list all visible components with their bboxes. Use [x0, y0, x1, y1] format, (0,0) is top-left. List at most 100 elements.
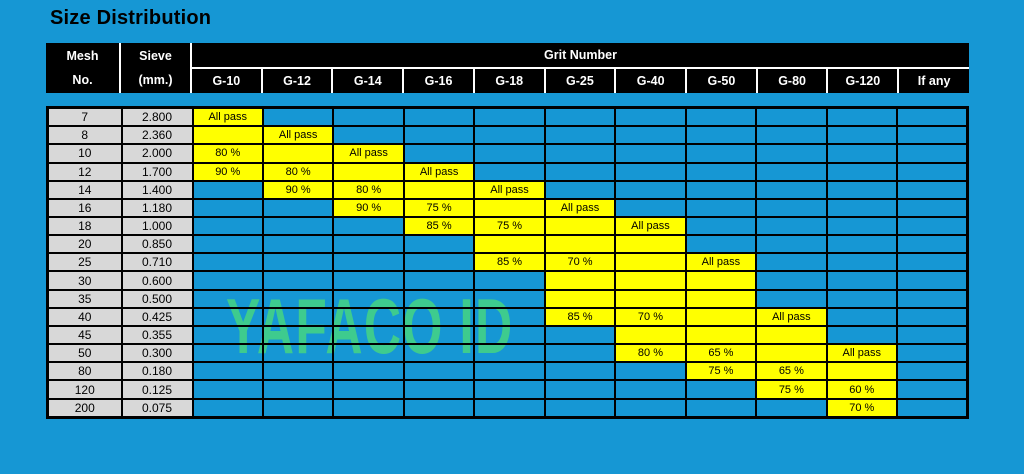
grit-cell	[684, 161, 758, 182]
mesh-column-header: Mesh No.	[46, 43, 120, 93]
grit-cell: 75 %	[402, 197, 476, 219]
grit-cell: All pass	[261, 125, 335, 146]
grit-cell	[402, 379, 476, 400]
grit-cell	[896, 197, 969, 219]
grit-cell	[543, 216, 617, 237]
grit-cell	[332, 234, 405, 255]
grit-cell	[896, 324, 969, 346]
grit-cell	[402, 343, 476, 364]
grit-cell	[614, 397, 687, 419]
grit-column-header-g25: G-25	[543, 68, 616, 93]
grit-column-header-g10: G-10	[190, 68, 262, 93]
grit-cell	[191, 234, 264, 255]
sieve-cell: 0.180	[120, 361, 194, 382]
grit-cell	[755, 234, 828, 255]
mesh-cell: 16	[46, 197, 123, 219]
grit-cell	[332, 379, 405, 400]
grit-column-header-g12: G-12	[260, 68, 333, 93]
grit-cell: 90 %	[261, 179, 335, 200]
grit-cell	[684, 288, 758, 309]
mesh-cell: 25	[46, 252, 123, 273]
grit-cell	[825, 288, 899, 309]
sieve-column-header: Sieve (mm.)	[119, 43, 191, 93]
mesh-cell: 18	[46, 216, 123, 237]
grit-cell	[755, 216, 828, 237]
grit-cell	[261, 379, 335, 400]
table-row: 18 1.000 85 % 75 % All pass	[46, 216, 969, 237]
table-row: 20 0.850	[46, 234, 969, 255]
grit-cell	[261, 270, 335, 291]
grit-cell	[825, 216, 899, 237]
grit-cell	[755, 197, 828, 219]
grit-cell	[825, 361, 899, 382]
grit-cell	[191, 306, 264, 327]
grit-cell	[402, 270, 476, 291]
grit-cell	[614, 161, 687, 182]
grit-column-header-g40: G-40	[614, 68, 687, 93]
grit-cell	[614, 234, 687, 255]
grit-cell	[614, 179, 687, 200]
grit-cell	[896, 234, 969, 255]
grit-cell	[825, 197, 899, 219]
sieve-cell: 0.425	[120, 306, 194, 327]
mesh-cell: 20	[46, 234, 123, 255]
mesh-cell: 50	[46, 343, 123, 364]
grit-cell	[332, 306, 405, 327]
grit-cell	[614, 324, 687, 346]
grit-cell	[614, 106, 687, 128]
grit-cell	[191, 179, 264, 200]
grit-cell	[473, 379, 546, 400]
mesh-cell: 30	[46, 270, 123, 291]
grit-cell: All pass	[684, 252, 758, 273]
grit-cell	[684, 379, 758, 400]
grit-cell	[332, 288, 405, 309]
grit-cell	[755, 324, 828, 346]
grit-cell: All pass	[543, 197, 617, 219]
grit-cell	[755, 270, 828, 291]
grit-cell	[191, 216, 264, 237]
grit-cell	[191, 361, 264, 382]
grit-cell	[191, 288, 264, 309]
grit-cell	[614, 197, 687, 219]
sieve-cell: 1.180	[120, 197, 194, 219]
size-distribution-table: 7 2.800 All pass 8 2.360 All pass 10 2.000 80 % A…	[46, 106, 969, 419]
mesh-cell: 35	[46, 288, 123, 309]
grit-cell	[261, 252, 335, 273]
grit-cell: 80 %	[261, 161, 335, 182]
header-row-group: Mesh No. Sieve (mm.) Grit Number	[46, 43, 969, 93]
grit-cell	[543, 161, 617, 182]
table-row: 35 0.500	[46, 288, 969, 309]
grit-cell	[261, 397, 335, 419]
grit-column-header-g80: G-80	[755, 68, 828, 93]
grit-cell	[896, 125, 969, 146]
page-title: Size Distribution	[50, 7, 212, 29]
grit-cell	[896, 179, 969, 200]
grit-cell	[896, 161, 969, 182]
mesh-header-line1: Mesh	[66, 49, 99, 63]
grit-cell: All pass	[755, 306, 828, 327]
table-row: 120 0.125 75 % 60 %	[46, 379, 969, 400]
mesh-cell: 12	[46, 161, 123, 182]
grit-cell	[261, 306, 335, 327]
grit-cell	[261, 288, 335, 309]
sieve-cell: 2.800	[120, 106, 194, 128]
table-row: 50 0.300 80 % 65 % All pass	[46, 343, 969, 364]
grit-cell	[614, 125, 687, 146]
grit-cell	[684, 216, 758, 237]
grit-cell	[191, 125, 264, 146]
grit-column-header-g18: G-18	[472, 68, 545, 93]
grit-cell	[332, 343, 405, 364]
table-row: 80 0.180 75 % 65 %	[46, 361, 969, 382]
grit-cell	[755, 106, 828, 128]
grit-cell	[825, 324, 899, 346]
grit-cell	[402, 234, 476, 255]
table-row: 45 0.355	[46, 324, 969, 346]
grit-cell	[896, 361, 969, 382]
grit-column-header-g50: G-50	[685, 68, 757, 93]
grit-cell	[543, 379, 617, 400]
grit-cell	[191, 324, 264, 346]
grit-cell	[543, 270, 617, 291]
grit-cell	[614, 143, 687, 164]
grit-cell	[191, 270, 264, 291]
grit-cell	[473, 234, 546, 255]
